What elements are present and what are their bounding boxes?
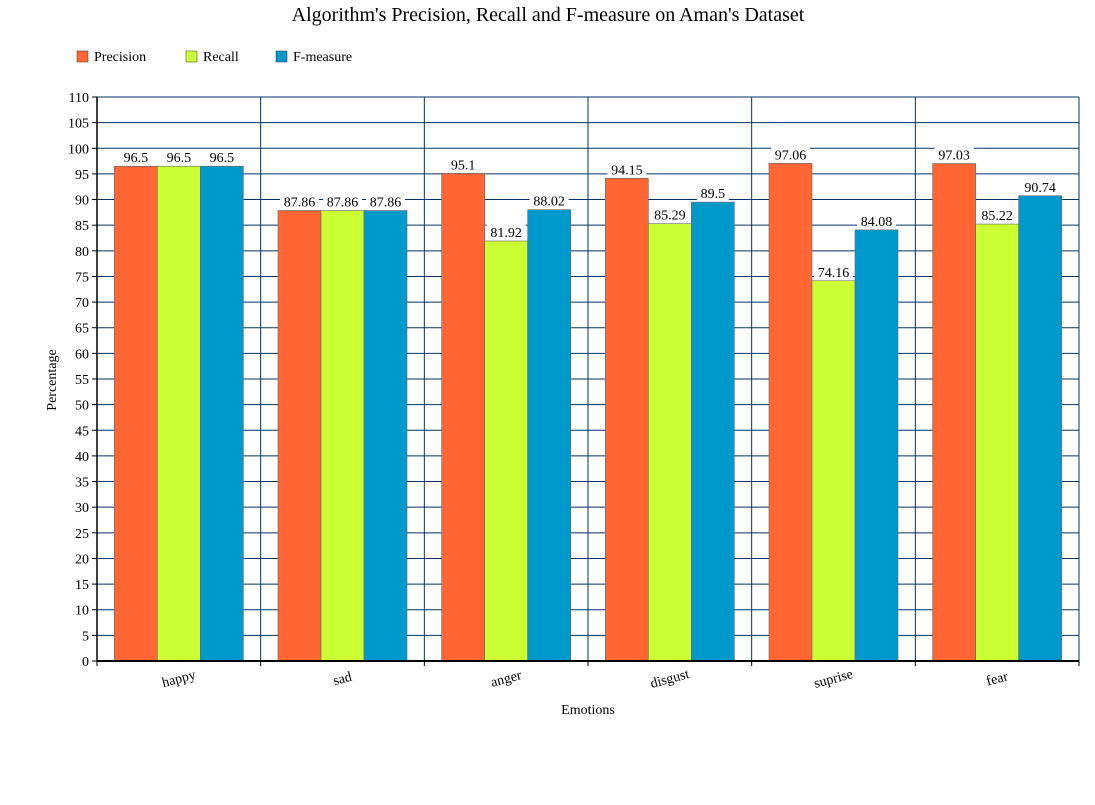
value-label-bg: [323, 193, 362, 209]
chart-title: Algorithm's Precision, Recall and F-meas…: [292, 4, 805, 26]
value-label-bg: [934, 146, 974, 162]
y-tick-label: 60: [75, 347, 89, 362]
bar-f-measure-disgust: [691, 201, 735, 662]
value-label-bg: [447, 156, 480, 172]
value-label-bg: [977, 207, 1017, 223]
value-label-f-measure-anger: 88.02: [533, 195, 565, 210]
legend-swatch-precision: [76, 50, 89, 63]
bar-recall-suprise: [811, 280, 856, 662]
bar-recall-fear: [975, 223, 1019, 662]
y-tick-label: 40: [75, 450, 89, 465]
value-label-f-measure-fear: 90.74: [1024, 181, 1056, 196]
legend-label-f-measure: F-measure: [293, 50, 352, 65]
y-tick-label: 30: [75, 501, 89, 516]
y-tick-label: 90: [75, 194, 89, 209]
x-tick-label-anger: anger: [489, 668, 523, 691]
y-tick-label: 15: [75, 578, 89, 593]
value-labels: 96.5 96.5 96.5 87.86 87.86 87.86 95.1 81.92 88.0…: [119, 146, 1060, 281]
value-label-bg: [814, 263, 853, 279]
y-tick-label: 95: [75, 168, 89, 183]
y-tick-label: 110: [69, 91, 89, 106]
x-tick-label-suprise: suprise: [813, 667, 855, 692]
x-axis-label: Emotions: [561, 703, 615, 718]
value-label-recall-happy: 96.5: [167, 151, 192, 166]
value-label-bg: [607, 161, 647, 177]
bar-precision-anger: [441, 173, 485, 662]
bar-precision-fear: [932, 163, 976, 662]
value-label-bg: [771, 146, 810, 162]
value-label-f-measure-suprise: 84.08: [861, 215, 893, 230]
value-label-precision-fear: 97.03: [938, 149, 970, 164]
value-label-bg: [280, 193, 319, 209]
y-tick-label: 65: [75, 322, 89, 337]
bar-precision-disgust: [605, 177, 649, 662]
value-label-bg: [366, 193, 405, 209]
x-tick-labels: happy sad anger disgust suprise fear: [96, 661, 1080, 692]
value-label-f-measure-disgust: 89.5: [701, 187, 726, 202]
value-label-recall-sad: 87.86: [327, 196, 359, 211]
y-tick-label: 75: [75, 270, 89, 285]
y-tick-label: 5: [82, 629, 89, 644]
value-label-bg: [650, 206, 690, 222]
value-label-precision-disgust: 94.15: [611, 163, 643, 178]
y-tick-label: 35: [75, 476, 89, 491]
x-tick-label-fear: fear: [985, 669, 1010, 689]
y-axis-label: Percentage: [45, 349, 60, 410]
bar-f-measure-anger: [527, 209, 571, 662]
value-label-bg: [857, 212, 896, 228]
bar-f-measure-suprise: [854, 229, 899, 662]
y-tick-label: 55: [75, 373, 89, 388]
y-tick-label: 70: [75, 296, 89, 311]
legend-label-precision: Precision: [94, 50, 146, 65]
value-label-recall-anger: 81.92: [490, 226, 522, 241]
bar-precision-suprise: [768, 163, 813, 662]
y-tick-label: 0: [82, 655, 89, 670]
y-tick-label: 50: [75, 399, 89, 414]
legend: Precision Recall F-measure: [76, 50, 352, 65]
value-label-bg: [162, 149, 195, 165]
x-tick-label-sad: sad: [332, 670, 354, 689]
bar-recall-sad: [320, 210, 365, 662]
value-label-precision-happy: 96.5: [124, 151, 149, 166]
y-tick-label: 85: [75, 219, 89, 234]
y-tick-label: 105: [68, 117, 89, 132]
bars: [114, 163, 1062, 662]
value-label-recall-disgust: 85.29: [654, 209, 686, 224]
value-label-precision-anger: 95.1: [451, 158, 476, 173]
y-tick-label: 45: [75, 424, 89, 439]
gridlines: [97, 96, 1080, 661]
value-label-bg: [205, 149, 238, 165]
value-label-f-measure-happy: 96.5: [210, 151, 235, 166]
value-label-bg: [529, 192, 569, 208]
value-label-precision-suprise: 97.06: [775, 148, 807, 163]
bar-recall-disgust: [648, 223, 692, 662]
value-label-recall-suprise: 74.16: [818, 266, 850, 281]
bar-f-measure-sad: [363, 210, 408, 662]
legend-swatch-f-measure: [275, 50, 288, 63]
value-label-recall-fear: 85.22: [981, 209, 1013, 224]
y-tick-label: 100: [68, 142, 89, 157]
value-label-bg: [1020, 178, 1060, 194]
x-tick-label-happy: happy: [160, 668, 197, 691]
value-label-bg: [486, 223, 526, 239]
y-tick-label: 20: [75, 552, 89, 567]
y-tick-label: 80: [75, 245, 89, 260]
bar-precision-sad: [277, 210, 322, 662]
value-label-precision-sad: 87.86: [284, 196, 316, 211]
x-tick-label-disgust: disgust: [649, 667, 691, 692]
y-tick-labels: 0 5 10 15 20 25 30 35 40 45 50 55 60 65 70 75 80 85 90 95 10…: [68, 91, 97, 670]
legend-label-recall: Recall: [203, 50, 239, 65]
bar-f-measure-happy: [200, 165, 244, 662]
bar-recall-happy: [157, 165, 201, 662]
bar-f-measure-fear: [1018, 195, 1062, 662]
bar-recall-anger: [484, 240, 528, 662]
y-tick-label: 25: [75, 527, 89, 542]
value-label-bg: [119, 149, 152, 165]
bar-precision-happy: [114, 165, 158, 662]
legend-swatch-recall: [185, 50, 198, 63]
y-tick-label: 10: [75, 604, 89, 619]
value-label-bg: [696, 185, 729, 201]
value-label-f-measure-sad: 87.86: [370, 196, 402, 211]
